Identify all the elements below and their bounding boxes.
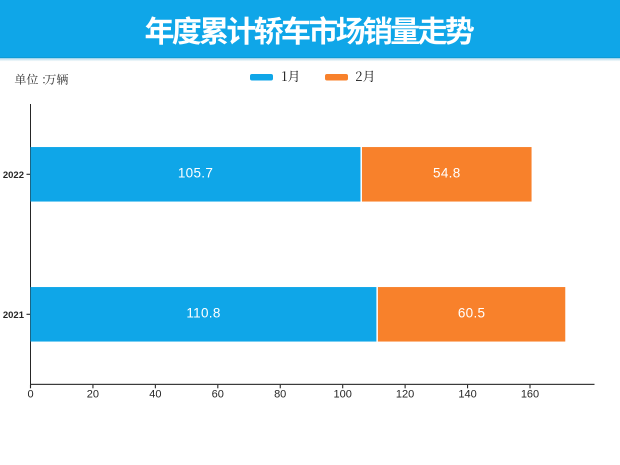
svg-text:2022: 2022 — [3, 170, 24, 181]
svg-text:110.8: 110.8 — [186, 305, 220, 320]
svg-text:105.7: 105.7 — [178, 165, 213, 180]
svg-text:54.8: 54.8 — [433, 165, 460, 180]
svg-text:40: 40 — [149, 389, 161, 401]
svg-text:80: 80 — [274, 389, 286, 401]
svg-text:100: 100 — [334, 389, 352, 401]
svg-text:20: 20 — [87, 389, 99, 401]
svg-text:60: 60 — [212, 389, 224, 401]
svg-text:120: 120 — [396, 389, 414, 401]
svg-text:140: 140 — [458, 389, 476, 401]
svg-text:160: 160 — [521, 389, 539, 401]
svg-text:0: 0 — [27, 389, 33, 401]
svg-text:60.5: 60.5 — [458, 305, 485, 320]
svg-text:2021: 2021 — [3, 310, 25, 321]
